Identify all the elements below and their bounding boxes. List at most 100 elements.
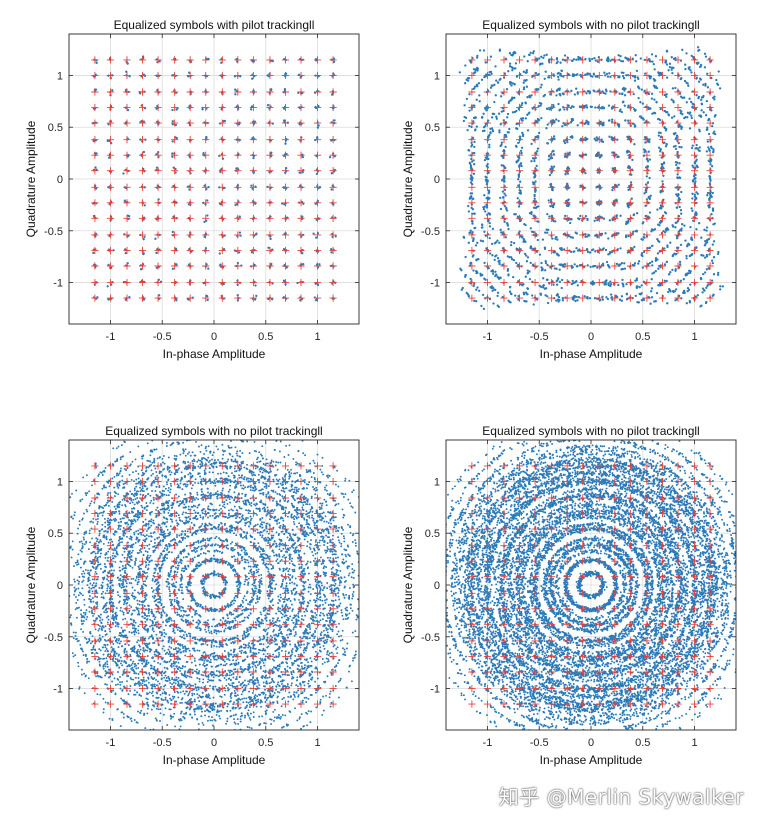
received-point [142, 252, 145, 255]
reference-point [500, 231, 508, 239]
received-point [471, 143, 474, 147]
received-point [348, 670, 350, 673]
received-point [130, 510, 133, 513]
reference-point [548, 262, 556, 270]
received-point [627, 119, 630, 122]
reference-point [138, 246, 147, 255]
reference-point [483, 167, 492, 175]
received-point [269, 88, 273, 92]
received-point [498, 241, 501, 244]
received-point [609, 283, 613, 286]
received-point [539, 62, 542, 65]
received-point [712, 151, 715, 154]
received-point [711, 261, 714, 265]
reference-point [468, 278, 476, 287]
received-point [495, 254, 498, 257]
received-point [669, 241, 672, 244]
reference-point [531, 136, 539, 144]
received-point [674, 56, 677, 60]
received-point [601, 298, 605, 301]
received-point [681, 223, 684, 226]
received-point [126, 665, 129, 668]
received-point [482, 307, 486, 311]
reference-point [548, 103, 556, 112]
reference-point [611, 136, 619, 144]
reference-point [138, 214, 147, 222]
y-axis-label: Quadrature Amplitude [24, 120, 38, 237]
received-point [483, 194, 486, 197]
reference-point [106, 246, 115, 255]
received-point [608, 219, 611, 222]
received-point [557, 277, 560, 280]
received-point [558, 87, 561, 90]
received-point [503, 192, 506, 195]
received-point [468, 231, 471, 235]
received-point [604, 92, 607, 95]
y-tick-label: 0 [57, 174, 63, 186]
received-point [152, 472, 154, 475]
received-point [644, 141, 647, 144]
received-point [612, 202, 615, 206]
received-point [665, 229, 668, 232]
reference-point [234, 231, 242, 239]
received-point [586, 217, 589, 221]
reference-point [234, 119, 242, 127]
received-point [564, 214, 567, 218]
reference-point [500, 103, 508, 112]
received-point [481, 115, 484, 119]
received-point [584, 171, 587, 175]
reference-point [138, 294, 147, 302]
received-point [104, 467, 107, 469]
received-point [507, 70, 510, 73]
reference-point [123, 199, 131, 207]
received-point [476, 241, 479, 244]
received-point [682, 96, 686, 99]
received-point [620, 295, 624, 298]
received-point [544, 261, 548, 265]
reference-point [234, 262, 242, 270]
reference-point [483, 56, 492, 64]
received-point [89, 502, 92, 505]
received-point [646, 181, 650, 184]
received-point [114, 684, 117, 686]
reference-point [154, 199, 162, 207]
reference-point [186, 151, 194, 159]
received-point [690, 71, 693, 74]
received-point [110, 591, 113, 594]
reference-point [563, 119, 571, 127]
received-point [575, 73, 578, 77]
received-point [129, 451, 132, 454]
received-point [476, 286, 479, 289]
received-point [90, 652, 93, 654]
received-point [261, 467, 264, 470]
reference-point [690, 262, 699, 270]
reference-point [171, 262, 179, 270]
received-point [148, 672, 151, 675]
reference-point [154, 103, 162, 112]
received-point [548, 108, 551, 111]
reference-point [563, 167, 571, 175]
received-point [663, 263, 667, 266]
received-point [559, 73, 562, 77]
received-point [87, 578, 90, 581]
reference-point [595, 199, 603, 207]
received-point [563, 108, 566, 111]
reference-point [563, 71, 571, 80]
received-point [586, 235, 589, 238]
received-point [515, 127, 518, 130]
received-point [201, 458, 203, 461]
received-point [88, 586, 91, 589]
received-point [538, 253, 542, 256]
reference-point [281, 294, 290, 302]
received-point [267, 492, 270, 495]
received-point [81, 587, 84, 590]
received-point [539, 285, 543, 289]
received-point [539, 104, 542, 107]
received-point [74, 635, 77, 637]
received-point [652, 77, 655, 81]
received-point [584, 136, 587, 139]
reference-point [313, 278, 322, 287]
received-point [95, 606, 98, 609]
reference-point [626, 294, 634, 302]
reference-point [690, 71, 699, 80]
